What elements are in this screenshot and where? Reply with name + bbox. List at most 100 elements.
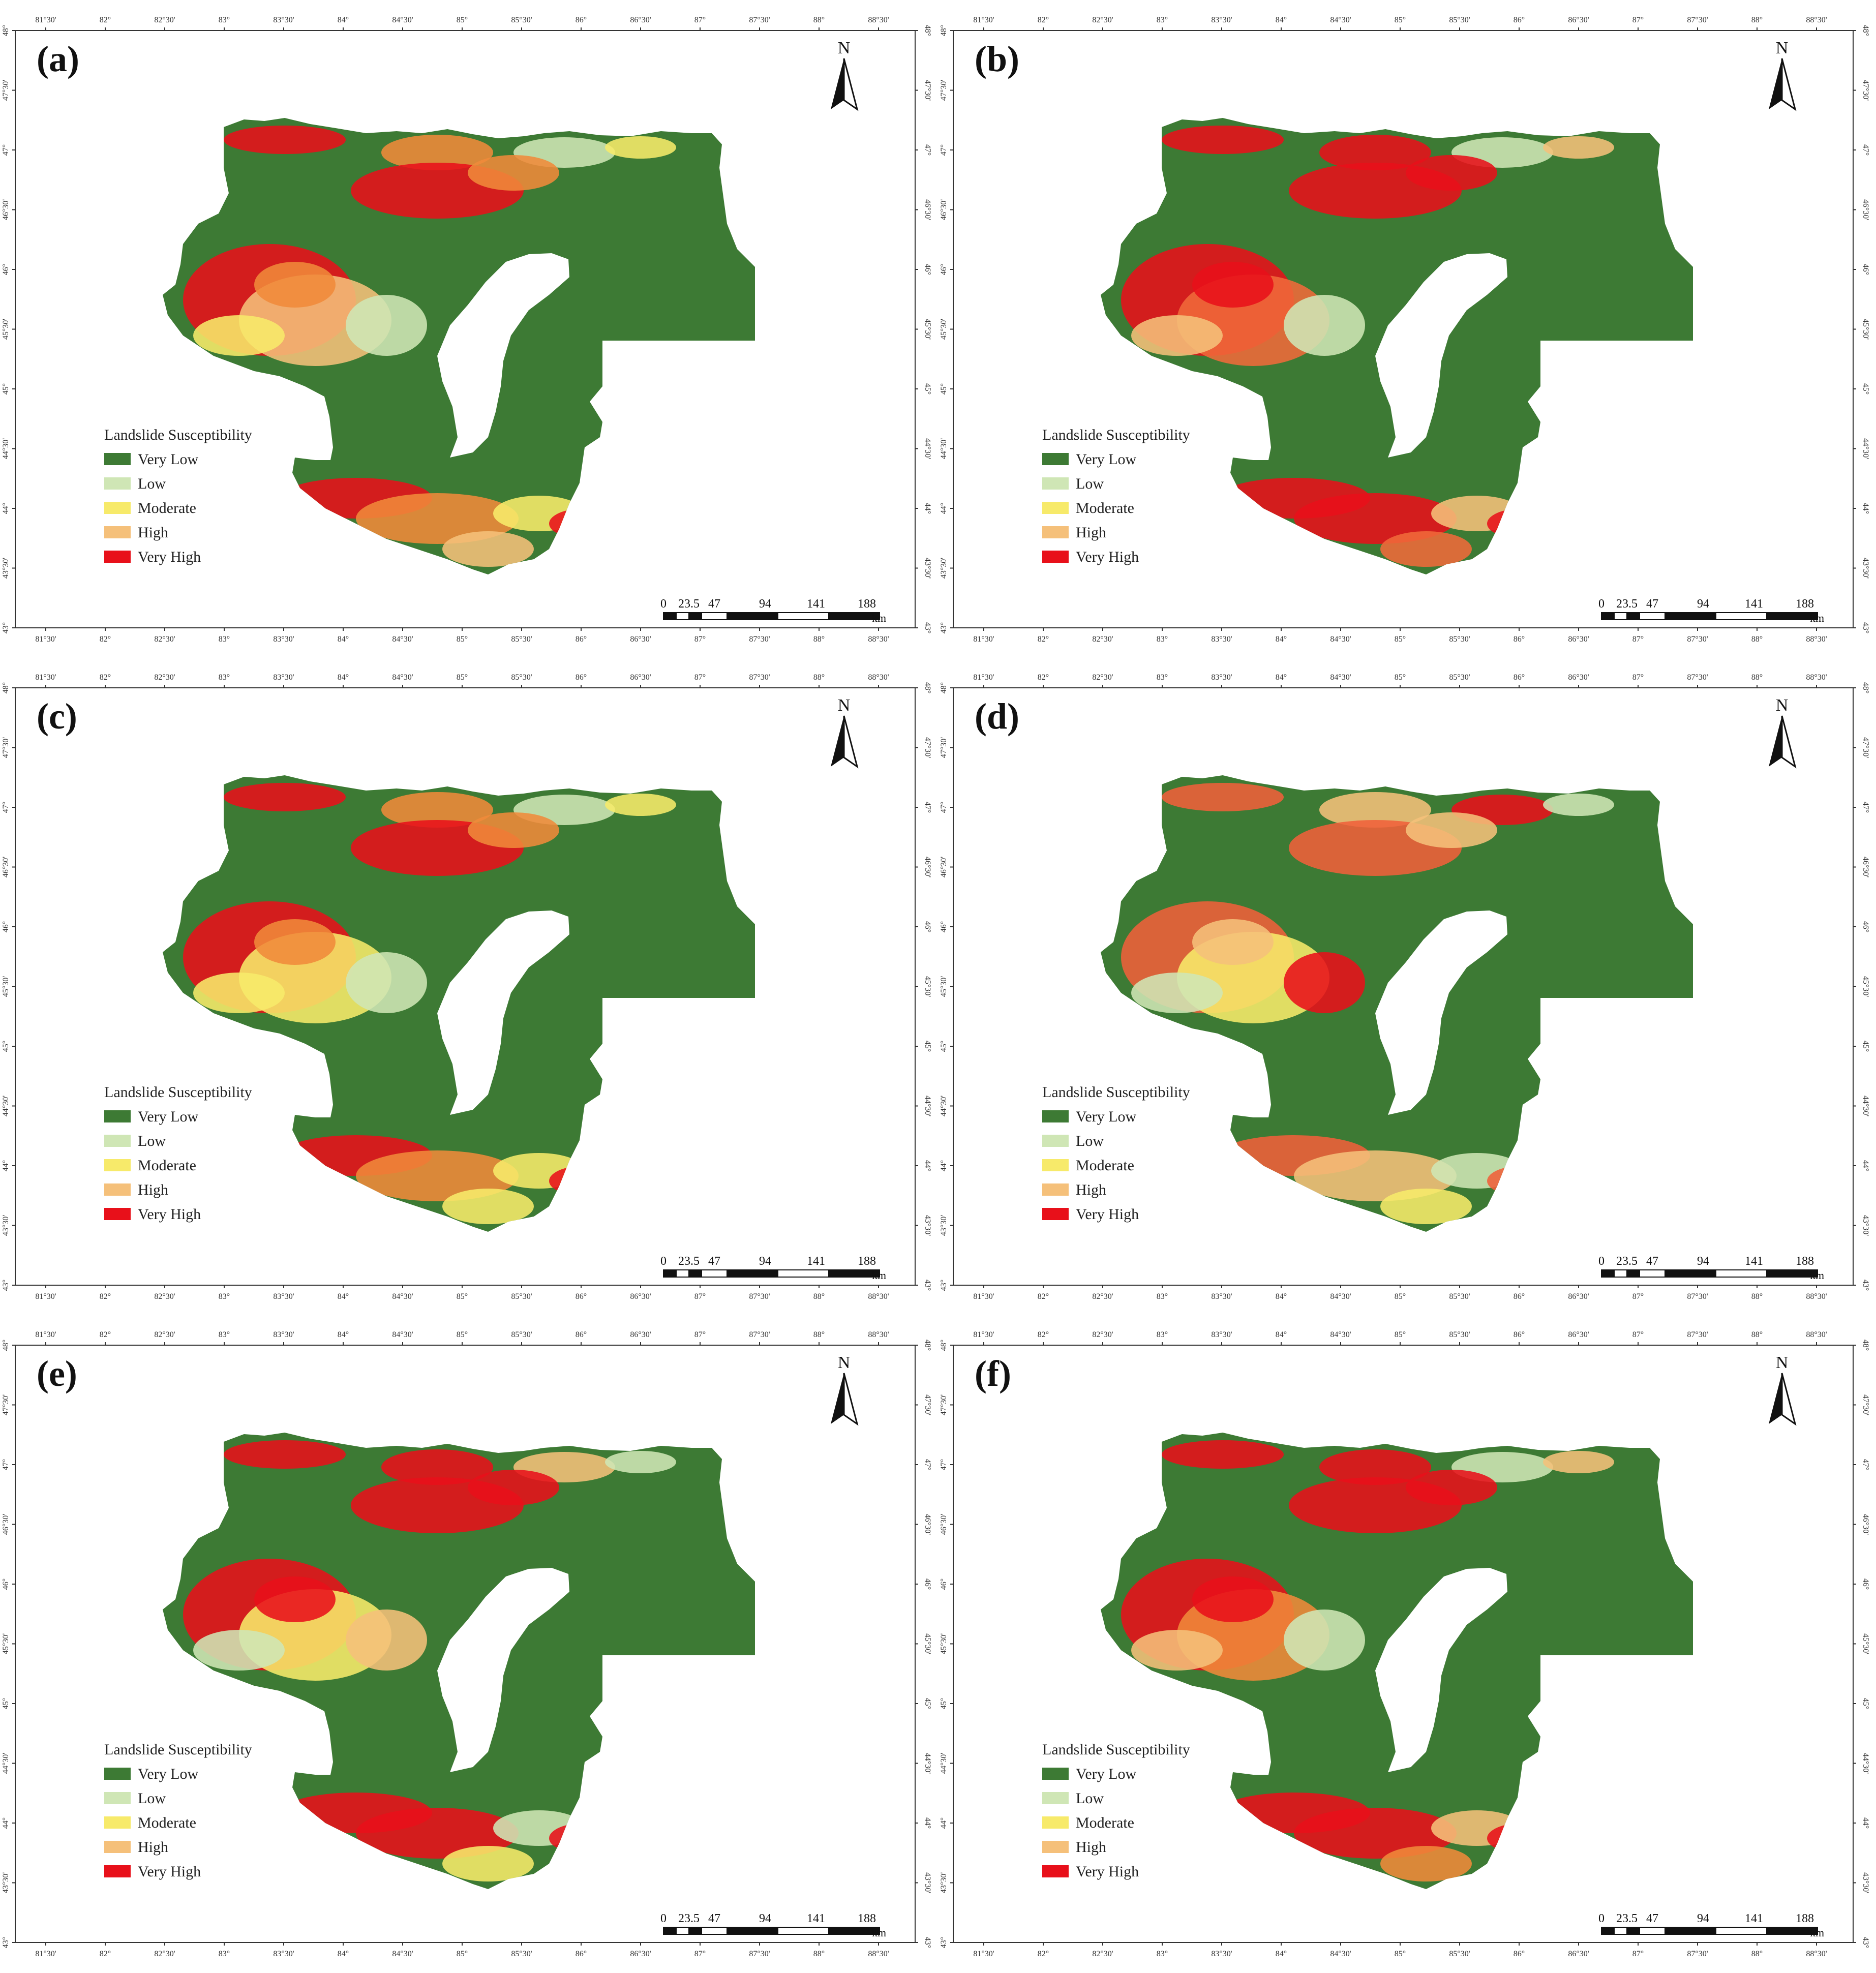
lon-label-top: 84°30' xyxy=(1330,16,1351,24)
lon-label-bottom: 88° xyxy=(813,1950,825,1958)
susceptibility-zone xyxy=(1406,1470,1497,1505)
legend-swatch xyxy=(1042,1208,1069,1220)
legend-label: Very High xyxy=(138,1863,201,1880)
scale-segment xyxy=(1614,612,1627,620)
scale-segment xyxy=(1626,612,1640,620)
scale-unit: km xyxy=(1810,1269,1824,1282)
panel-label: (b) xyxy=(975,39,1019,79)
scale-label: 47 xyxy=(1646,1912,1658,1925)
lon-label-top: 87°30' xyxy=(749,16,770,24)
lon-label-top: 85° xyxy=(457,673,468,682)
lat-label-left: 45° xyxy=(940,1041,948,1052)
legend-swatch xyxy=(1042,502,1069,514)
lon-label-bottom: 86° xyxy=(1514,1292,1525,1301)
lat-label-right: 45°30' xyxy=(1861,319,1870,340)
susceptibility-layer xyxy=(1121,126,1614,567)
north-arrow-left xyxy=(1769,716,1782,767)
susceptibility-zone xyxy=(254,919,336,965)
lon-label-bottom: 83°30' xyxy=(1211,635,1232,644)
scale-segment xyxy=(1715,612,1767,620)
scale-unit: km xyxy=(1810,612,1824,624)
lon-label-top: 85°30' xyxy=(511,16,532,24)
map-panel: 81°30' 81°30' 82° 82° 82°30' 82°30' 83° 83° 83°3… xyxy=(940,16,1870,644)
lat-label-left: 43° xyxy=(940,1937,948,1948)
lon-label-top: 87°30' xyxy=(1687,673,1708,682)
lon-label-top: 83° xyxy=(1157,1330,1168,1339)
legend-title: Landslide Susceptibility xyxy=(1042,427,1190,443)
lon-label-top: 82° xyxy=(100,16,111,24)
scale-label: 0 xyxy=(660,1912,667,1925)
susceptibility-zone xyxy=(356,1150,519,1201)
scale-label: 47 xyxy=(708,597,720,611)
scale-unit: km xyxy=(872,1926,886,1939)
scale-segment xyxy=(1715,1269,1767,1278)
scale-segment xyxy=(777,1269,829,1278)
lat-label-left: 47°30' xyxy=(940,737,948,758)
lon-label-bottom: 87°30' xyxy=(749,1292,770,1301)
lat-label-right: 43° xyxy=(923,622,932,633)
lon-label-bottom: 88° xyxy=(1751,1292,1763,1301)
scale-label: 0 xyxy=(1598,597,1605,611)
lat-label-right: 44° xyxy=(923,1160,932,1171)
lon-label-bottom: 83°30' xyxy=(273,635,294,644)
scale-segment xyxy=(828,1269,880,1278)
lon-label-top: 81°30' xyxy=(973,1330,994,1339)
legend-label: Low xyxy=(1076,475,1104,492)
legend-swatch xyxy=(1042,1183,1069,1196)
lon-label-top: 86° xyxy=(1514,1330,1525,1339)
scale-segment xyxy=(727,612,778,620)
susceptibility-zone xyxy=(346,1610,427,1671)
lat-label-left: 46°30' xyxy=(940,857,948,877)
lat-label-right: 48° xyxy=(923,682,932,693)
lat-label-right: 46°30' xyxy=(1861,857,1870,877)
lat-label-left: 47°30' xyxy=(940,80,948,101)
scale-segment xyxy=(1601,612,1615,620)
lat-label-left: 44° xyxy=(940,1817,948,1829)
north-label: N xyxy=(1776,1353,1789,1372)
lat-label-left: 46° xyxy=(940,921,948,932)
lon-label-top: 84°30' xyxy=(1330,1330,1351,1339)
lon-label-top: 85° xyxy=(1395,673,1406,682)
lon-label-top: 82°30' xyxy=(154,16,175,24)
lat-label-left: 46°30' xyxy=(940,199,948,220)
scale-label: 47 xyxy=(1646,1255,1658,1268)
lon-label-bottom: 86°30' xyxy=(1568,1292,1589,1301)
lon-label-top: 87° xyxy=(694,1330,706,1339)
lat-label-right: 47° xyxy=(1861,144,1870,156)
lon-label-bottom: 81°30' xyxy=(35,1292,56,1301)
lon-label-bottom: 84°30' xyxy=(1330,635,1351,644)
lon-label-top: 82° xyxy=(100,1330,111,1339)
susceptibility-zone xyxy=(1284,295,1365,356)
lon-label-top: 85° xyxy=(1395,1330,1406,1339)
susceptibility-zone xyxy=(1131,315,1223,356)
lat-label-right: 46°30' xyxy=(923,1514,932,1535)
legend-label: Very High xyxy=(138,1206,201,1223)
lon-label-bottom: 86° xyxy=(576,1292,587,1301)
lat-label-left: 43°30' xyxy=(2,558,10,579)
susceptibility-zone xyxy=(1294,493,1457,544)
lon-label-bottom: 86° xyxy=(1514,635,1525,644)
lon-label-bottom: 85°30' xyxy=(511,635,532,644)
lon-label-top: 83°30' xyxy=(273,1330,294,1339)
legend-label: Very Low xyxy=(1076,451,1136,468)
susceptibility-zone xyxy=(442,531,534,567)
lon-label-bottom: 82°30' xyxy=(154,1950,175,1958)
lat-label-left: 45°30' xyxy=(940,1633,948,1654)
susceptibility-zone xyxy=(468,155,559,191)
scale-unit: km xyxy=(872,1269,886,1282)
lon-label-bottom: 82° xyxy=(100,1950,111,1958)
lat-label-left: 47° xyxy=(2,802,10,813)
scale-segment xyxy=(663,612,677,620)
legend-label: Very Low xyxy=(138,451,198,468)
lon-label-bottom: 81°30' xyxy=(35,635,56,644)
scale-label: 23.5 xyxy=(1616,597,1638,611)
susceptibility-zone xyxy=(254,1576,336,1622)
lat-label-left: 44° xyxy=(940,1160,948,1171)
susceptibility-zone xyxy=(1131,1630,1223,1671)
scale-label: 188 xyxy=(1796,1912,1814,1925)
lon-label-bottom: 86° xyxy=(576,1950,587,1958)
lon-label-bottom: 82°30' xyxy=(1092,1950,1113,1958)
lon-label-top: 85°30' xyxy=(1449,1330,1470,1339)
